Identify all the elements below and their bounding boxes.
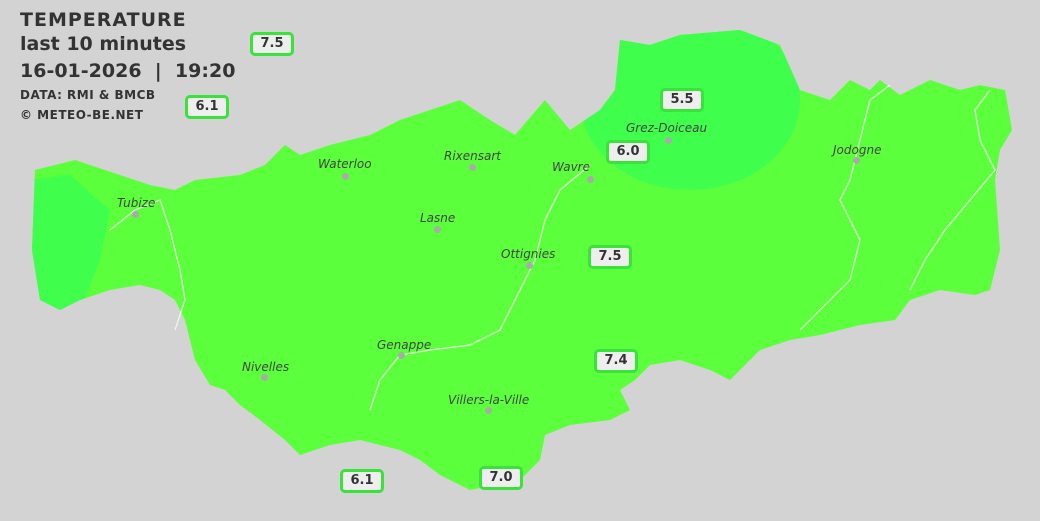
- town-marker: [853, 157, 860, 164]
- town-label: Waterloo: [318, 157, 372, 171]
- town-label: Jodogne: [833, 143, 882, 157]
- temperature-reading[interactable]: 6.1: [340, 469, 384, 493]
- town-marker: [398, 352, 405, 359]
- temperature-reading[interactable]: 5.5: [660, 88, 704, 112]
- town-marker: [342, 173, 349, 180]
- town-label: Villers-la-Ville: [448, 393, 530, 407]
- map-datetime: 16-01-2026 | 19:20: [20, 60, 236, 82]
- rivers: [109, 84, 996, 411]
- town-label: Genappe: [377, 338, 432, 352]
- temperature-reading[interactable]: 7.5: [588, 245, 632, 269]
- town-label: Nivelles: [242, 360, 290, 374]
- town-marker: [485, 407, 492, 414]
- temperature-reading[interactable]: 6.0: [606, 140, 650, 164]
- data-source: DATA: RMI & BMCB: [20, 88, 156, 102]
- town-label: Tubize: [117, 196, 156, 210]
- copyright: © METEO-BE.NET: [20, 108, 144, 122]
- town-label: Lasne: [420, 211, 456, 225]
- town-marker: [587, 176, 594, 183]
- temperature-reading[interactable]: 7.5: [250, 32, 294, 56]
- map-subtitle: last 10 minutes: [20, 33, 187, 55]
- temperature-reading[interactable]: 7.0: [479, 466, 523, 490]
- town-marker: [261, 374, 268, 381]
- town-label: Rixensart: [444, 149, 502, 163]
- town-label: Wavre: [552, 160, 590, 174]
- town-label: Ottignies: [501, 247, 556, 261]
- temperature-reading[interactable]: 7.4: [594, 349, 638, 373]
- cool-zone-west: [32, 175, 110, 310]
- town-marker: [665, 137, 672, 144]
- town-marker: [434, 226, 441, 233]
- map-title: TEMPERATURE: [20, 9, 187, 31]
- town-marker: [526, 262, 533, 269]
- town-marker: [132, 211, 139, 218]
- town-label: Grez-Doiceau: [626, 121, 708, 135]
- temperature-reading[interactable]: 6.1: [185, 95, 229, 119]
- town-marker: [469, 164, 476, 171]
